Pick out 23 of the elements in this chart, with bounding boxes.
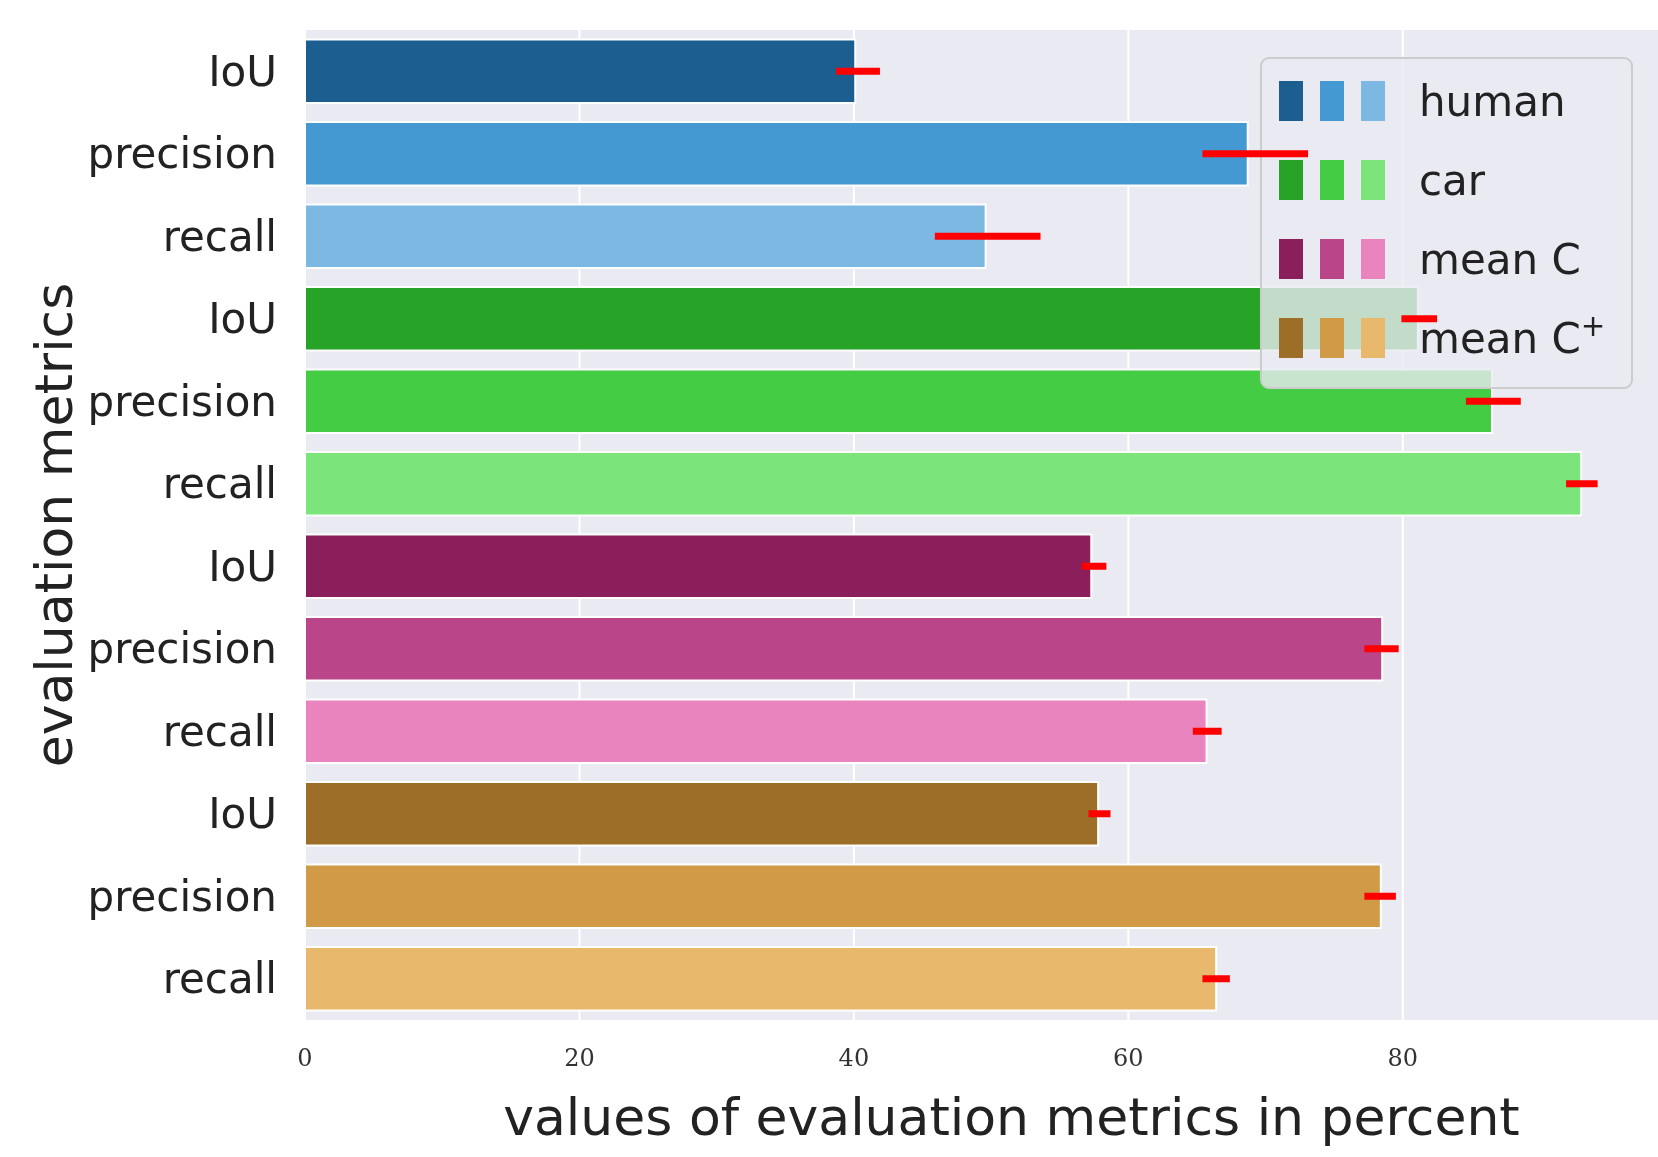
y-tick-label: recall (162, 954, 277, 1004)
y-tick-label: precision (87, 129, 277, 179)
x-tick-label: 0 (297, 1044, 313, 1072)
x-tick-label: 20 (564, 1044, 595, 1072)
y-tick-label: IoU (208, 294, 277, 344)
y-tick-label: recall (162, 211, 277, 261)
x-tick-label: 60 (1113, 1044, 1144, 1072)
y-tick-label: precision (87, 624, 277, 674)
legend-label: mean C$^{+}$ (1419, 308, 1606, 363)
x-tick-label: 40 (838, 1044, 870, 1072)
legend-label: car (1419, 155, 1486, 205)
legend-label: mean C (1419, 234, 1581, 284)
y-tick-label: IoU (208, 46, 277, 96)
x-axis-title: values of evaluation metrics in percent (503, 1087, 1520, 1147)
y-tick-label: precision (87, 376, 277, 426)
legend-label: human (1419, 76, 1566, 126)
x-tick-label: 80 (1387, 1044, 1419, 1072)
y-axis-title: evaluation metrics (24, 282, 84, 768)
y-tick-label: recall (162, 459, 277, 509)
y-tick-label: IoU (208, 789, 277, 839)
y-tick-label: recall (162, 706, 277, 756)
y-tick-label: precision (87, 871, 277, 921)
y-tick-label: IoU (208, 541, 277, 591)
